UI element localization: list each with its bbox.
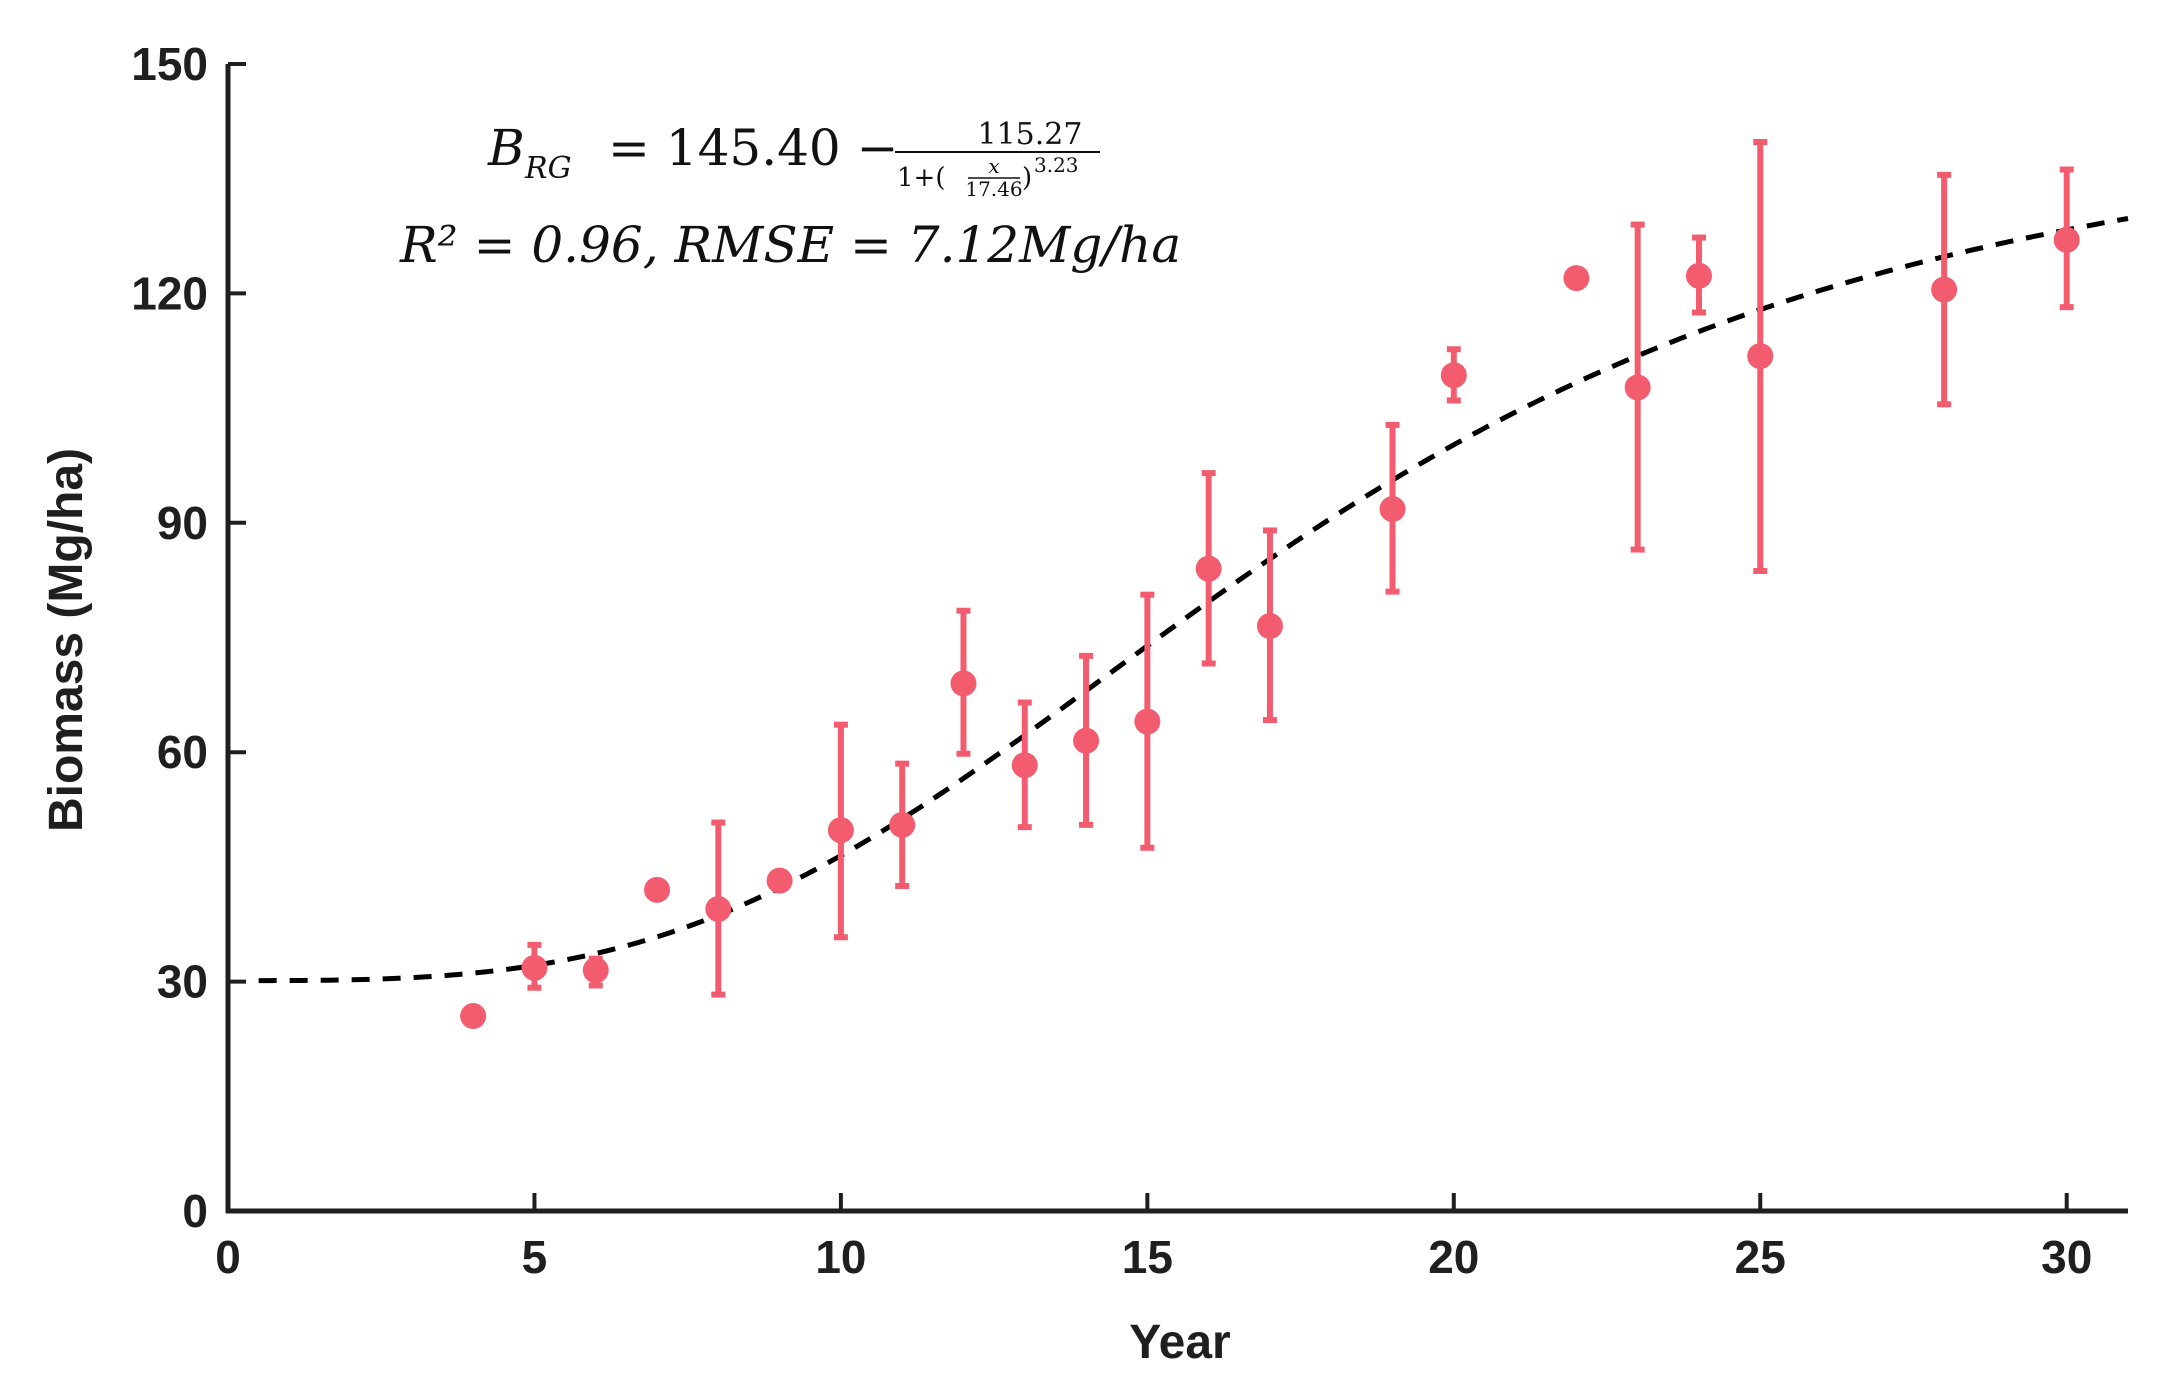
equation-denominator-prefix: 1+(	[897, 163, 945, 193]
data-point	[1563, 265, 1590, 292]
data-point	[460, 1003, 487, 1030]
equation-numerator: 115.27	[978, 117, 1083, 152]
data-point	[827, 817, 854, 844]
data-point	[1931, 276, 1958, 303]
data-point	[1624, 374, 1651, 401]
y-tick-label: 90	[157, 497, 208, 549]
fit-curve	[258, 216, 2129, 984]
tick-labels: 0 5 10 15 20 25 30 0 30 60 90 120 150	[131, 38, 2092, 1283]
x-tick-label: 25	[1735, 1231, 1786, 1283]
equation-exponent: 3.23	[1034, 153, 1079, 177]
data-point	[521, 954, 548, 981]
equation-rhs: = 145.40 −	[608, 119, 899, 177]
y-tick-label: 150	[131, 38, 208, 90]
data-point	[766, 867, 793, 894]
data-point	[1256, 613, 1283, 640]
axes	[225, 62, 2128, 1214]
equation-inner-numerator: x	[988, 154, 999, 178]
x-tick-label: 20	[1428, 1231, 1479, 1283]
data-point	[1440, 362, 1467, 389]
chart-marks	[258, 138, 2129, 1030]
y-tick-label: 0	[182, 1185, 208, 1237]
y-tick-label: 120	[131, 267, 208, 319]
x-tick-label: 5	[522, 1231, 548, 1283]
equation-inner-denominator: 17.46	[965, 177, 1022, 201]
data-point	[1134, 708, 1161, 735]
data-point	[644, 876, 671, 903]
equation-close-paren: )	[1022, 163, 1032, 193]
data-point	[1073, 727, 1100, 754]
equation-annotation: B RG = 145.40 − 115.27 1+( x 17.46 ) 3.2…	[399, 117, 1181, 274]
y-axis-title: Biomass (Mg/ha)	[40, 448, 93, 832]
x-tick-label: 15	[1122, 1231, 1173, 1283]
x-tick-label: 0	[215, 1231, 241, 1283]
data-point	[1195, 555, 1222, 582]
data-point	[1685, 262, 1712, 289]
equation-stats: R² = 0.96, RMSE = 7.12Mg/ha	[399, 216, 1181, 274]
x-tick-label: 30	[2041, 1231, 2092, 1283]
y-tick-label: 30	[157, 956, 208, 1008]
data-point	[582, 957, 609, 984]
data-point	[950, 670, 977, 697]
x-tick-label: 10	[815, 1231, 866, 1283]
data-point	[1011, 752, 1038, 779]
data-point	[889, 811, 916, 838]
y-tick-label: 60	[157, 726, 208, 778]
equation-lhs-subscript: RG	[524, 151, 572, 186]
x-axis-title: Year	[1129, 1316, 1230, 1369]
data-point	[1379, 496, 1406, 523]
data-point	[705, 895, 732, 922]
data-point	[1747, 343, 1774, 370]
data-point	[2053, 226, 2080, 253]
equation-lhs: B	[487, 119, 525, 177]
